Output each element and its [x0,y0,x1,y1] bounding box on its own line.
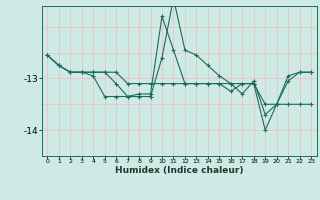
X-axis label: Humidex (Indice chaleur): Humidex (Indice chaleur) [115,166,244,175]
